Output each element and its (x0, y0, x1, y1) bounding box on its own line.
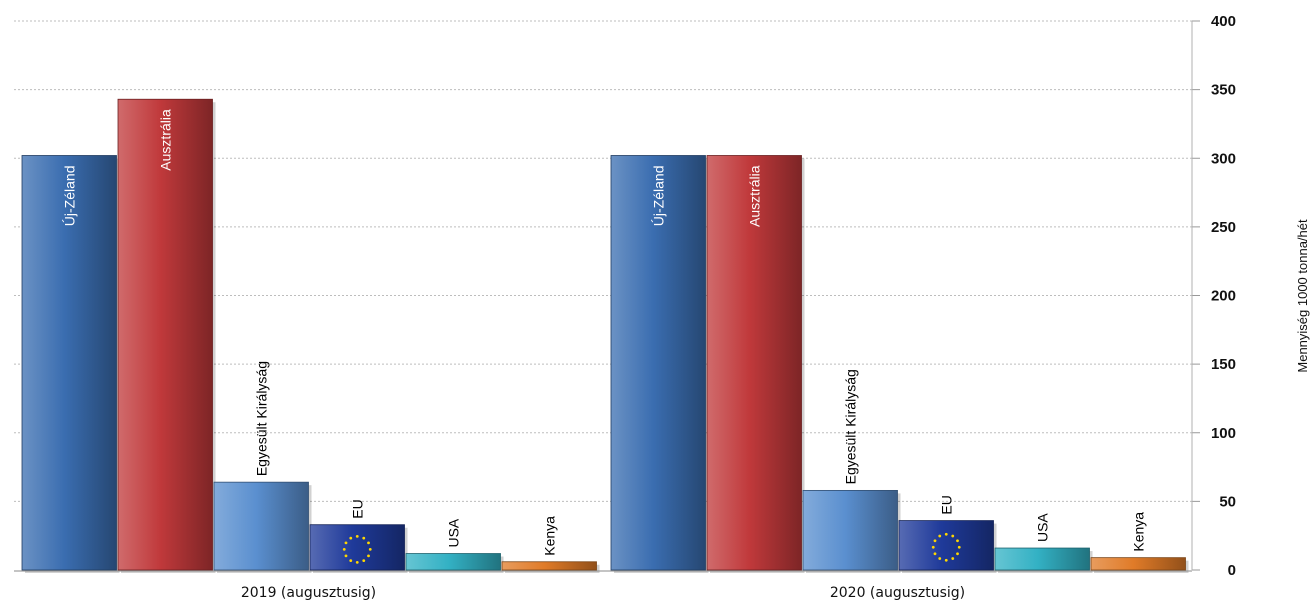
bar-label: Ausztrália (157, 109, 173, 171)
y-tick-label: 200 (1211, 288, 1236, 305)
bar-label: EU (349, 499, 365, 518)
y-axis-ticks: 0 50 100 150 200 250 300 350 400 (14, 13, 1236, 579)
bar-rect (898, 520, 994, 571)
bar: Ausztrália (117, 98, 216, 574)
bar-rect (501, 561, 597, 571)
bar-label: Új-Zéland (61, 166, 77, 227)
bar-rect (405, 553, 501, 571)
bar: Kenya (1090, 512, 1189, 573)
y-tick-label: 400 (1211, 13, 1236, 30)
y-tick-label: 250 (1211, 219, 1236, 236)
y-tick-label: 50 (1219, 493, 1236, 510)
category-label: 2019 (augusztusig) (241, 585, 376, 601)
bar-label: Egyesült Királyság (842, 369, 858, 484)
bar-rect (1090, 557, 1186, 571)
bar: Kenya (501, 516, 600, 573)
bar-label: USA (445, 518, 461, 547)
bar-label: EU (938, 495, 954, 514)
bar: USA (994, 513, 1093, 573)
bar-label: Új-Zéland (650, 166, 666, 227)
y-axis-title: Mennyiség 1000 tonna/hét (1295, 219, 1310, 373)
y-tick-label: 100 (1211, 425, 1236, 442)
bar: Ausztrália (706, 155, 805, 573)
bar: Új-Zéland (21, 155, 120, 573)
bar-rect (610, 155, 706, 571)
bar-rect (802, 489, 898, 571)
bar-rect (213, 481, 309, 571)
bar-label: USA (1034, 513, 1050, 542)
bar-label: Ausztrália (746, 165, 762, 227)
y-tick-label: 150 (1211, 356, 1236, 373)
x-axis-categories: 2019 (augusztusig) 2020 (augusztusig) (241, 585, 965, 601)
bar-rect (706, 155, 802, 571)
bar: Egyesült Királyság (802, 369, 901, 573)
bar-rect (117, 98, 213, 571)
bar-label: Egyesült Királyság (253, 361, 269, 476)
bar: EU (898, 495, 997, 573)
bar-label: Kenya (541, 516, 557, 556)
category-label: 2020 (augusztusig) (830, 585, 965, 601)
bar: Új-Zéland (610, 155, 709, 573)
eu-flag-icon (931, 532, 961, 562)
bar: EU (309, 499, 408, 573)
bars: Új-Zéland Ausztrália Egyesült Királyság EU U… (21, 98, 1189, 574)
bar-rect (994, 547, 1090, 571)
y-tick-label: 350 (1211, 82, 1236, 99)
bar-label: Kenya (1130, 512, 1146, 552)
y-tick-label: 300 (1211, 150, 1236, 167)
bar: Egyesült Királyság (213, 361, 312, 573)
bar: USA (405, 518, 504, 573)
y-tick-label: 0 (1228, 562, 1236, 579)
eu-flag-icon (342, 534, 372, 564)
bar-rect (21, 155, 117, 571)
